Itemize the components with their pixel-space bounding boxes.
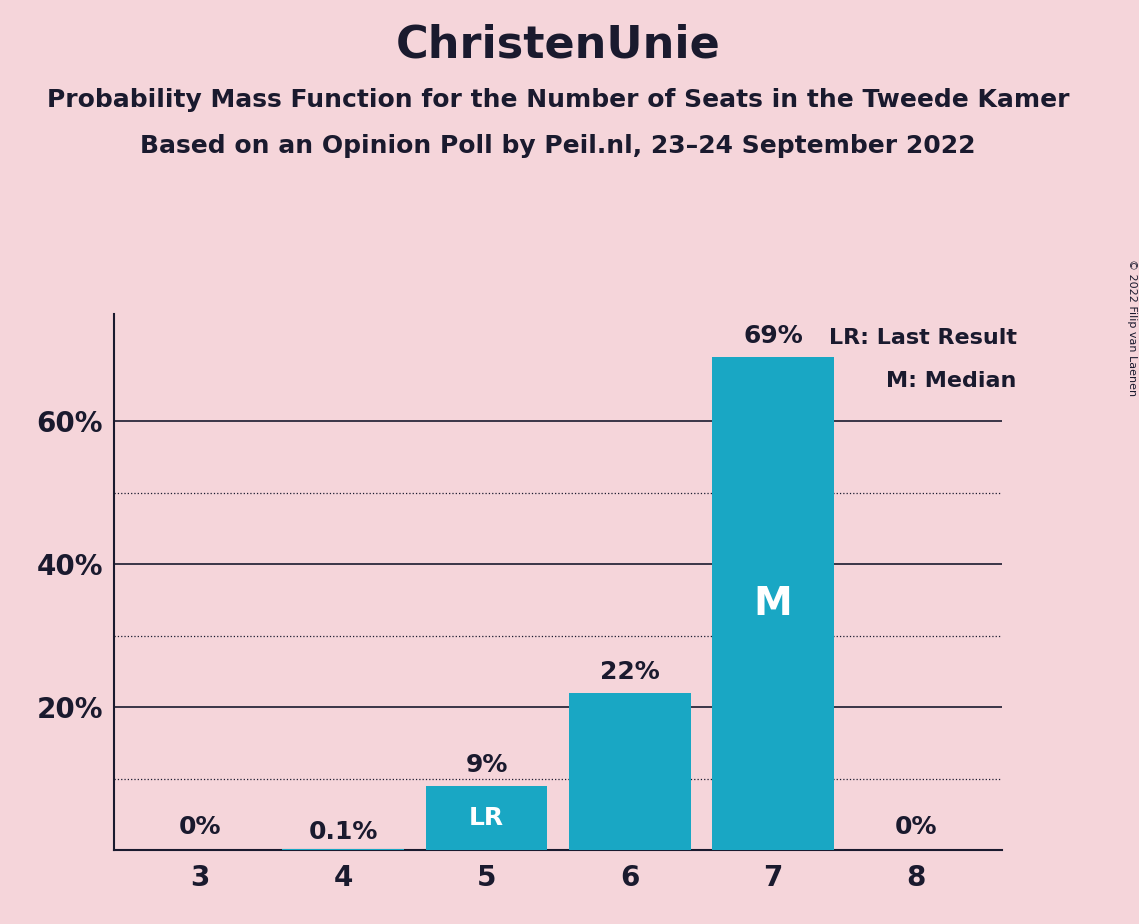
Text: 22%: 22% — [600, 661, 659, 685]
Text: M: Median: M: Median — [886, 371, 1017, 392]
Bar — [712, 357, 834, 850]
Text: Based on an Opinion Poll by Peil.nl, 23–24 September 2022: Based on an Opinion Poll by Peil.nl, 23–… — [140, 134, 976, 158]
Text: Probability Mass Function for the Number of Seats in the Tweede Kamer: Probability Mass Function for the Number… — [47, 88, 1070, 112]
Bar — [568, 693, 690, 850]
Text: 9%: 9% — [465, 753, 508, 777]
Text: 0%: 0% — [179, 815, 221, 839]
Bar — [426, 785, 548, 850]
Text: 69%: 69% — [743, 324, 803, 348]
Text: LR: Last Result: LR: Last Result — [829, 328, 1017, 348]
Text: LR: LR — [469, 806, 505, 830]
Text: M: M — [754, 585, 793, 623]
Text: 0.1%: 0.1% — [309, 820, 378, 844]
Text: ChristenUnie: ChristenUnie — [395, 23, 721, 67]
Text: 0%: 0% — [895, 815, 937, 839]
Text: © 2022 Filip van Laenen: © 2022 Filip van Laenen — [1126, 259, 1137, 395]
